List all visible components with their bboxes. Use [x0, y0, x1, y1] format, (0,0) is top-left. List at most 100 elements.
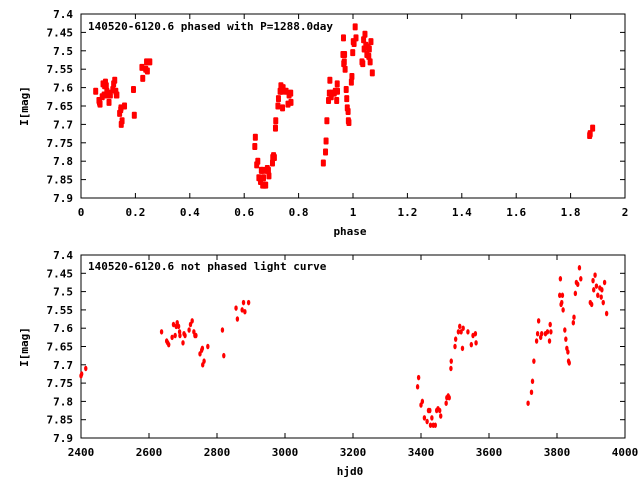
data-point — [428, 422, 433, 428]
x-tick-label: 2800 — [204, 446, 231, 459]
data-point — [206, 343, 210, 350]
data-point — [222, 352, 226, 359]
data-point — [288, 98, 294, 106]
y-tick-label: 7.9 — [53, 192, 73, 205]
data-point — [577, 265, 582, 271]
data-point — [591, 277, 595, 284]
y-tick-label: 7.7 — [53, 359, 73, 372]
data-point — [323, 137, 329, 145]
data-point — [433, 422, 437, 428]
data-point — [589, 301, 594, 308]
x-tick-label: 3600 — [476, 446, 503, 459]
y-axis-label: I[mag] — [18, 86, 31, 126]
data-point — [353, 34, 359, 42]
data-point — [439, 413, 443, 419]
axis-ticks — [80, 254, 626, 439]
y-tick-label: 7.9 — [53, 432, 73, 445]
x-tick-label: 3200 — [340, 446, 367, 459]
x-tick-label: 3800 — [544, 446, 571, 459]
data-point — [420, 398, 425, 405]
y-tick-label: 7.45 — [47, 267, 74, 280]
x-tick-label: 0 — [78, 206, 85, 219]
y-tick-label: 7.75 — [47, 377, 74, 390]
data-point — [529, 389, 534, 395]
data-point — [572, 314, 576, 320]
data-point — [265, 166, 271, 174]
data-point — [178, 332, 182, 339]
data-point — [345, 108, 351, 116]
x-tick-label: 0.6 — [234, 206, 254, 219]
data-point — [599, 294, 603, 300]
data-point — [596, 292, 600, 299]
data-point — [564, 336, 568, 342]
data-point — [566, 349, 570, 355]
x-tick-label: 3400 — [408, 446, 435, 459]
data-point — [415, 384, 420, 390]
data-point — [416, 374, 421, 381]
phased-light-curve-panel: 0 0.2 0.4 0.6 0.8 1 1.2 1.4 1.6 1.8 2 7.47.457.57.… — [18, 8, 628, 238]
data-point — [176, 323, 181, 330]
y-tick-labels: 7.4 7.45 7.5 7.55 7.6 7.65 7.7 7.75 7.8 7.85 7.9 — [47, 8, 74, 205]
data-point — [535, 330, 540, 337]
y-tick-label: 7.85 — [47, 174, 74, 187]
data-point — [604, 310, 609, 317]
data-point — [540, 330, 544, 337]
data-point — [602, 279, 607, 286]
data-point — [103, 82, 109, 90]
data-point — [320, 159, 326, 167]
x-tick-label: 4000 — [612, 446, 639, 459]
data-point — [579, 276, 583, 282]
data-point — [273, 117, 279, 125]
data-point — [171, 321, 176, 328]
data-point — [444, 400, 448, 406]
data-point — [170, 334, 174, 341]
data-point — [263, 181, 269, 189]
data-point — [573, 290, 578, 297]
y-tick-label: 7.6 — [53, 82, 73, 95]
data-points — [79, 265, 609, 428]
x-tick-label: 1.4 — [452, 206, 472, 219]
data-point — [563, 327, 567, 333]
data-point — [190, 318, 194, 324]
data-point — [558, 292, 562, 299]
unphased-light-curve-panel: 2400 2600 2800 3000 3200 3400 3600 3800 4000 7.4… — [18, 249, 638, 478]
data-point — [107, 91, 113, 99]
y-tick-label: 7.8 — [53, 155, 73, 168]
data-point — [266, 172, 272, 180]
x-tick-labels: 2400 2600 2800 3000 3200 3400 3600 3800 4000 — [68, 446, 639, 459]
data-point — [438, 407, 442, 414]
data-point — [362, 30, 368, 38]
data-point — [234, 305, 238, 311]
data-point — [601, 299, 605, 306]
data-point — [561, 307, 565, 313]
y-tick-label: 7.55 — [47, 63, 74, 76]
data-point — [202, 358, 206, 364]
data-point — [200, 345, 205, 352]
data-point — [366, 52, 372, 60]
x-tick-label: 1 — [350, 206, 357, 219]
data-point — [119, 117, 125, 125]
data-point — [159, 329, 164, 335]
data-point — [327, 76, 333, 84]
data-point — [144, 67, 150, 75]
data-point — [140, 74, 146, 82]
data-point — [97, 100, 103, 108]
data-point — [220, 327, 225, 333]
data-point — [271, 154, 277, 162]
data-point — [430, 415, 434, 421]
data-point — [183, 332, 187, 339]
data-point — [342, 50, 348, 58]
y-tick-label: 7.5 — [53, 286, 73, 299]
data-point — [280, 104, 286, 112]
data-point — [344, 95, 350, 103]
data-point — [343, 85, 349, 93]
data-point — [545, 329, 550, 335]
data-point — [560, 292, 565, 299]
data-point — [449, 365, 453, 372]
data-point — [341, 58, 347, 66]
y-axis-label: I[mag] — [18, 327, 31, 367]
data-point — [351, 39, 357, 47]
data-point — [461, 325, 465, 331]
data-point — [187, 327, 191, 333]
